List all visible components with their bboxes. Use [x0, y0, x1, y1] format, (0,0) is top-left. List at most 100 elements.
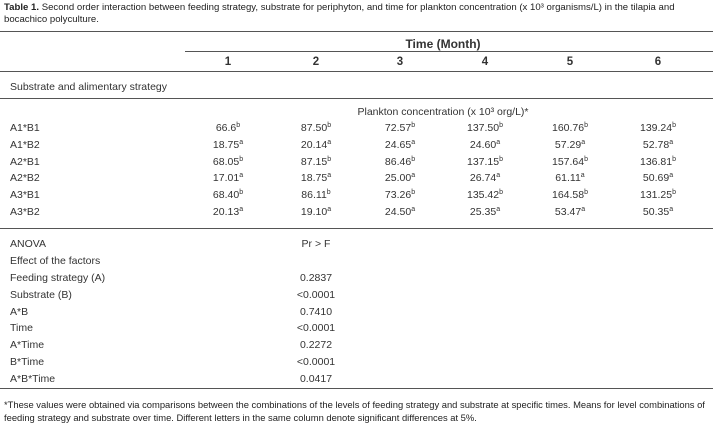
cell-value: 86.46: [384, 155, 412, 168]
cell-value: 164.58: [551, 189, 585, 202]
caption-text: Second order interaction between feeding…: [4, 2, 675, 25]
cell-letter: b: [239, 155, 244, 163]
p-value: 0.2272: [299, 339, 333, 352]
cell: 136.81b: [640, 156, 676, 168]
factor: Feeding strategy (A): [10, 272, 106, 284]
column-header: 1: [224, 56, 232, 68]
cell-value: 25.35: [469, 206, 497, 218]
cell: 50.35a: [643, 206, 673, 218]
cell: 86.46b: [385, 156, 415, 168]
cell-value: 24.65: [384, 138, 412, 151]
rule: [185, 51, 713, 52]
cell-letter: a: [669, 172, 674, 180]
cell-letter: a: [496, 206, 501, 213]
p-value: 0.0417: [299, 372, 333, 385]
rule: [0, 71, 713, 72]
cell-value: 87.15: [300, 155, 328, 168]
column-header: 4: [481, 56, 489, 68]
cell: 57.29a: [555, 139, 585, 151]
subheader: Plankton concentration (x 10³ org/L)*: [357, 106, 529, 118]
cell-value: 135.42: [466, 189, 500, 202]
cell-letter: b: [499, 122, 504, 129]
cell: 157.64b: [552, 156, 588, 168]
row-label: A2*B1: [10, 155, 40, 168]
anova-header: Pr > F: [301, 238, 331, 250]
cell-value: 86.11: [301, 189, 327, 202]
row-label: A1*B2: [10, 138, 40, 151]
cell-letter: a: [239, 138, 244, 146]
row-label: A1*B1: [10, 122, 40, 134]
cell-letter: b: [672, 155, 677, 163]
cell: 87.50b: [301, 122, 331, 134]
cell: 20.13a: [213, 206, 243, 218]
cell-value: 17.01: [212, 172, 240, 185]
cell-letter: a: [496, 138, 501, 146]
cell-letter: b: [411, 155, 416, 163]
cell-letter: b: [499, 155, 504, 163]
cell-value: 24.60: [469, 138, 497, 151]
cell-letter: a: [411, 138, 416, 146]
cell-letter: a: [411, 206, 416, 213]
cell: 86.11b: [301, 189, 330, 201]
column-header: 6: [654, 56, 662, 68]
cell-letter: a: [669, 138, 674, 146]
cell-value: 139.24: [639, 122, 673, 134]
cell-value: 72.57: [384, 122, 412, 134]
cell-letter: b: [326, 189, 331, 197]
rule: [0, 388, 713, 389]
cell: 18.75a: [301, 172, 331, 184]
cell-value: 20.14: [300, 138, 328, 151]
time-header: Time (Month): [405, 37, 481, 51]
cell-value: 53.47: [554, 206, 582, 218]
cell-value: 19.10: [300, 206, 328, 218]
anova-subtitle: Effect of the factors: [10, 255, 101, 267]
cell-value: 18.75: [212, 138, 240, 151]
footnote: *These values were obtained via comparis…: [4, 399, 705, 423]
factor: Substrate (B): [10, 288, 72, 301]
cell-letter: a: [580, 172, 585, 180]
cell-value: 24.50: [384, 206, 412, 218]
cell: 17.01a: [213, 172, 243, 184]
cell-letter: a: [327, 172, 332, 180]
cell-value: 136.81: [639, 155, 673, 168]
cell: 73.26b: [385, 189, 415, 201]
cell-value: 50.35: [642, 206, 670, 218]
row-label: A3*B1: [10, 189, 40, 202]
cell-letter: b: [584, 155, 589, 163]
cell-letter: b: [239, 189, 244, 197]
cell: 26.74a: [470, 172, 500, 184]
cell-value: 68.05: [212, 155, 240, 168]
cell: 139.24b: [640, 122, 676, 134]
cell-value: 73.26: [384, 189, 412, 202]
cell-value: 18.75: [300, 172, 328, 185]
section-title: Substrate and alimentary strategy: [10, 81, 167, 93]
cell: 72.57b: [385, 122, 415, 134]
cell: 24.60a: [470, 139, 500, 151]
cell-letter: a: [327, 206, 332, 213]
cell: 160.76b: [552, 122, 588, 134]
cell-letter: a: [239, 172, 244, 180]
cell-letter: a: [496, 172, 501, 180]
factor: A*B: [10, 305, 29, 318]
rule: [0, 228, 713, 229]
cell: 19.10a: [301, 206, 331, 218]
cell-value: 68.40: [212, 189, 240, 202]
p-value: <0.0001: [296, 356, 336, 368]
p-value: 0.7410: [299, 305, 333, 318]
cell-letter: b: [327, 122, 332, 129]
cell-value: 52.78: [642, 138, 670, 151]
cell-letter: b: [584, 122, 589, 129]
column-header: 5: [566, 56, 574, 68]
cell: 50.69a: [643, 172, 673, 184]
cell: 24.65a: [385, 139, 415, 151]
cell-letter: b: [672, 122, 677, 129]
cell-value: 160.76: [551, 122, 585, 134]
cell-letter: a: [411, 172, 416, 180]
cell: 53.47a: [555, 206, 585, 218]
cell: 135.42b: [467, 189, 503, 201]
cell: 66.6b: [216, 122, 240, 134]
cell-letter: b: [411, 122, 416, 129]
cell: 61.11a: [555, 172, 584, 184]
caption: Table 1. Second order interaction betwee…: [4, 2, 709, 26]
